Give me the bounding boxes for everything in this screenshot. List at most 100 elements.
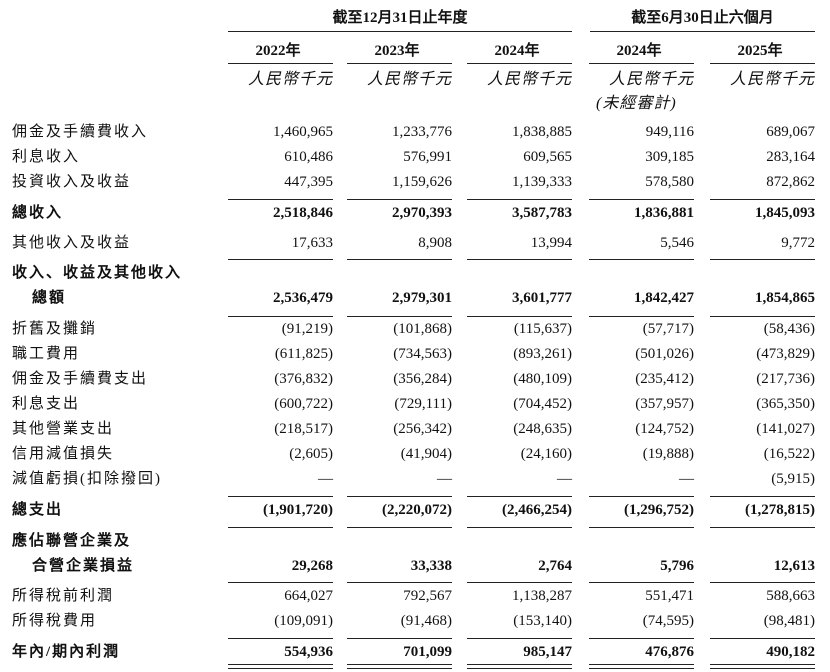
cell-value: (480,109): [513, 371, 572, 387]
cell-value: (1,296,752): [624, 502, 694, 518]
cell-value: 588,663: [766, 588, 815, 604]
year-header: 2024年: [616, 43, 662, 59]
rule: [347, 199, 452, 200]
cell-value: (1,278,815): [745, 502, 815, 518]
cell-value: (217,736): [756, 371, 815, 387]
cell-value: (256,342): [393, 421, 452, 437]
rule: [467, 199, 572, 200]
unaudited-label: (未經審計): [596, 95, 677, 112]
rule: [228, 31, 572, 32]
cell-value: (365,350): [756, 396, 815, 412]
rule: [589, 199, 694, 200]
row-label: 利息支出: [12, 396, 81, 412]
rule: [467, 664, 572, 665]
cell-value: 12,613: [773, 558, 815, 574]
rule: [589, 638, 694, 639]
cell-value: (98,481): [763, 613, 815, 629]
cell-value: (2,466,254): [502, 502, 572, 518]
rule: [467, 638, 572, 639]
cell-value: (124,752): [635, 421, 694, 437]
cell-value: 664,027: [284, 588, 333, 604]
rule: [228, 638, 333, 639]
year-header: 2025年: [737, 43, 783, 59]
rule: [589, 527, 694, 528]
group-header: 截至12月31日止年度: [332, 10, 468, 26]
cell-value: 1,845,093: [755, 205, 815, 221]
cell-value: 1,838,885: [512, 124, 572, 140]
cell-value: 476,876: [645, 644, 694, 660]
cell-value: (729,111): [394, 396, 452, 412]
cell-value: 8,908: [418, 235, 452, 251]
cell-value: (893,261): [513, 346, 572, 362]
cell-value: (74,595): [642, 613, 694, 629]
cell-value: (101,868): [393, 321, 452, 337]
cell-value: 5,546: [660, 235, 694, 251]
cell-value: (109,091): [274, 613, 333, 629]
cell-value: 985,147: [523, 644, 572, 660]
row-label: 總收入: [12, 205, 64, 221]
cell-value: 1,139,333: [512, 174, 572, 190]
rule: [347, 316, 452, 317]
cell-value: 29,268: [291, 558, 333, 574]
cell-value: 2,536,479: [273, 290, 333, 306]
cell-value: (356,284): [393, 371, 452, 387]
cell-value: 551,471: [645, 588, 694, 604]
cell-value: (235,412): [635, 371, 694, 387]
rule: [710, 259, 815, 260]
cell-value: (91,468): [400, 613, 452, 629]
rule: [228, 496, 333, 497]
cell-value: 1,233,776: [392, 124, 452, 140]
rule: [347, 668, 452, 669]
row-label: 所得稅前利潤: [12, 588, 115, 604]
rule: [589, 496, 694, 497]
cell-value: —: [557, 471, 572, 487]
cell-value: 949,116: [645, 124, 694, 140]
rule: [710, 638, 815, 639]
rule: [590, 31, 815, 32]
rule: [228, 664, 333, 665]
rule: [347, 259, 452, 260]
cell-value: 2,764: [538, 558, 572, 574]
rule: [589, 316, 694, 317]
cell-value: (611,825): [274, 346, 333, 362]
cell-value: 689,067: [766, 124, 815, 140]
cell-value: —: [437, 471, 452, 487]
unit-label: 人民幣千元: [608, 71, 694, 88]
cell-value: (357,957): [635, 396, 694, 412]
cell-value: (473,829): [756, 346, 815, 362]
cell-value: (1,901,720): [263, 502, 333, 518]
rule: [710, 316, 815, 317]
cell-value: (376,832): [274, 371, 333, 387]
cell-value: 1,138,287: [512, 588, 572, 604]
year-header: 2023年: [374, 43, 420, 59]
rule: [710, 664, 815, 665]
rule: [710, 63, 815, 64]
cell-value: 872,862: [766, 174, 815, 190]
cell-value: 33,338: [410, 558, 452, 574]
row-label: 折舊及攤銷: [12, 321, 98, 337]
rule: [710, 527, 815, 528]
unit-label: 人民幣千元: [486, 71, 572, 88]
cell-value: (734,563): [393, 346, 452, 362]
row-label: 職工費用: [12, 346, 81, 362]
row-label: 減值虧損(扣除撥回): [12, 471, 162, 487]
cell-value: 3,601,777: [512, 290, 572, 306]
cell-value: (115,637): [513, 321, 572, 337]
cell-value: (58,436): [763, 321, 815, 337]
year-header: 2024年: [494, 43, 540, 59]
rule: [467, 496, 572, 497]
cell-value: 5,796: [660, 558, 694, 574]
group-header: 截至6月30日止六個月: [631, 10, 774, 26]
row-label: 總額: [32, 290, 67, 306]
rule: [467, 316, 572, 317]
rule: [589, 582, 694, 583]
cell-value: 1,842,427: [634, 290, 694, 306]
rule: [228, 527, 333, 528]
row-label: 總支出: [12, 502, 64, 518]
rule: [347, 664, 452, 665]
cell-value: 447,395: [284, 174, 333, 190]
row-label: 其他營業支出: [12, 421, 115, 437]
rule: [710, 582, 815, 583]
cell-value: 701,099: [403, 644, 452, 660]
